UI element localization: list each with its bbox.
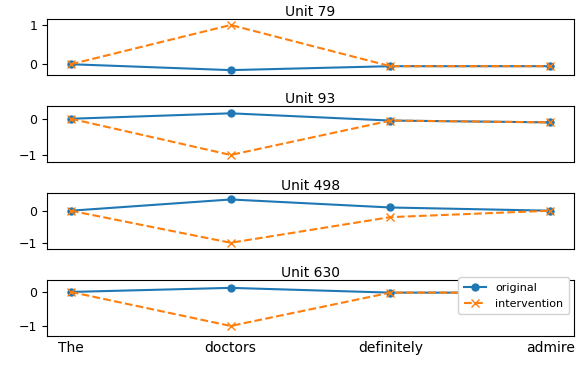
Title: Unit 93: Unit 93 (285, 92, 336, 106)
Legend: original, intervention: original, intervention (458, 277, 569, 314)
Title: Unit 79: Unit 79 (285, 5, 336, 19)
Title: Unit 498: Unit 498 (281, 179, 340, 193)
Title: Unit 630: Unit 630 (281, 266, 340, 280)
